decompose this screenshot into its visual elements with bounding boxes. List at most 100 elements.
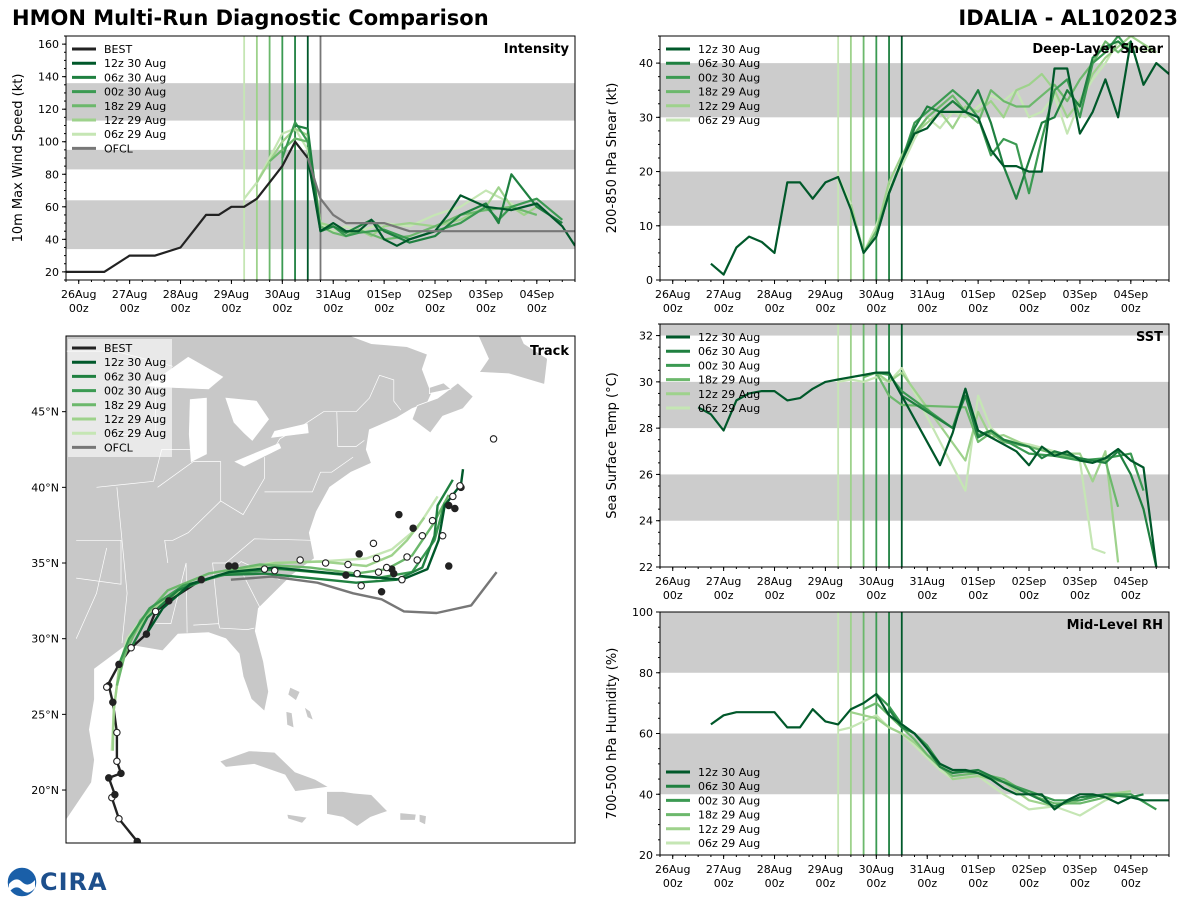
x-tick-label-hour-rh: 00z <box>1019 877 1039 890</box>
forecast-point <box>260 565 269 573</box>
storm-id-title: IDALIA - AL102023 <box>958 6 1178 30</box>
legend-label-intensity-ofcl: OFCL <box>104 142 134 155</box>
x-tick-label-hour-sst: 00z <box>1121 589 1141 602</box>
x-tick-label-sst: 03Sep <box>1063 575 1098 588</box>
y-tick-label-shear: 0 <box>646 274 653 287</box>
series-sst-12z-30-aug <box>697 371 1158 567</box>
y-tick-label-sst: 32 <box>639 330 653 343</box>
plot-area-rh <box>660 612 1169 855</box>
x-tick-label-hour-intensity: 00z <box>323 302 343 315</box>
x-tick-label-shear: 04Sep <box>1113 288 1148 301</box>
forecast-point <box>231 562 239 570</box>
y-tick-label-intensity: 160 <box>38 38 59 51</box>
x-tick-label-rh: 29Aug <box>808 863 843 876</box>
best-track-point <box>117 769 125 778</box>
track-12z-30-aug <box>145 469 465 635</box>
forecast-point <box>445 562 453 570</box>
x-tick-label-intensity: 04Sep <box>519 288 554 301</box>
x-tick-label-intensity: 02Sep <box>418 288 453 301</box>
x-tick-label-hour-shear: 00z <box>714 302 734 315</box>
legend-label-track-06z-30-aug: 06z 30 Aug <box>104 370 166 383</box>
legend-label-sst-18z-29-aug: 18z 29 Aug <box>698 374 760 387</box>
forecast-point <box>372 554 381 563</box>
y-tick-label-shear: 20 <box>639 166 653 179</box>
x-tick-label-intensity: 03Sep <box>469 288 504 301</box>
forecast-point <box>321 559 330 567</box>
forecast-point <box>382 563 391 572</box>
x-tick-label-hour-sst: 00z <box>866 589 886 602</box>
panel-title-sst: SST <box>1136 330 1163 345</box>
legend-label-intensity-18z-29-aug: 18z 29 Aug <box>104 100 166 113</box>
x-tick-label-hour-intensity: 00z <box>476 302 496 315</box>
x-tick-label-hour-shear: 00z <box>816 302 836 315</box>
panel-title-intensity: Intensity <box>504 42 570 57</box>
lat-tick-label: 30°N <box>31 633 59 646</box>
legend-label-sst-00z-30-aug: 00z 30 Aug <box>698 359 760 372</box>
x-tick-label-sst: 26Aug <box>655 575 690 588</box>
legend-label-shear-00z-30-aug: 00z 30 Aug <box>698 71 760 84</box>
y-tick-label-shear: 40 <box>639 57 653 70</box>
y-tick-label-sst: 22 <box>639 561 653 574</box>
legend-label-intensity-best: BEST <box>104 43 132 56</box>
legend-label-shear-18z-29-aug: 18z 29 Aug <box>698 86 760 99</box>
noaa-logo-icon <box>6 866 38 898</box>
x-tick-label-intensity: 30Aug <box>265 288 300 301</box>
series-shear-12z-30-aug <box>710 40 1169 276</box>
x-tick-label-hour-shear: 00z <box>917 302 937 315</box>
best-track-point <box>105 774 113 782</box>
x-tick-label-rh: 01Sep <box>961 863 996 876</box>
legend-label-track-00z-30-aug: 00z 30 Aug <box>104 385 166 398</box>
y-tick-label-rh: 80 <box>639 667 653 680</box>
panel-title-rh: Mid-Level RH <box>1067 618 1163 633</box>
forecast-point <box>270 566 279 575</box>
land-virgin-islands <box>418 813 427 826</box>
y-tick-label-intensity: 20 <box>45 266 59 279</box>
panel-intensity: 2040608010012014016026Aug00z27Aug00z28Au… <box>11 35 576 315</box>
x-tick-label-hour-intensity: 00z <box>272 302 292 315</box>
plot-area-shear <box>660 36 1169 280</box>
border-state-4 <box>193 623 255 630</box>
plot-area-sst <box>660 324 1169 567</box>
y-tick-label-sst: 28 <box>639 422 653 435</box>
forecast-point <box>357 581 365 590</box>
border-state-7 <box>157 461 222 501</box>
legend-label-track-18z-29-aug: 18z 29 Aug <box>104 399 166 412</box>
x-tick-label-hour-shear: 00z <box>866 302 886 315</box>
forecast-point <box>438 532 447 540</box>
band-sst-0 <box>660 474 1169 521</box>
forecast-point <box>409 524 417 532</box>
forecast-point <box>225 562 233 570</box>
x-tick-label-intensity: 31Aug <box>315 288 350 301</box>
y-tick-label-rh: 40 <box>639 788 653 801</box>
legend-label-intensity-06z-30-aug: 06z 30 Aug <box>104 71 166 84</box>
forecast-point <box>342 571 350 579</box>
legend-label-rh-06z-30-aug: 06z 30 Aug <box>698 780 760 793</box>
x-tick-label-hour-rh: 00z <box>663 877 683 890</box>
x-tick-label-shear: 01Sep <box>961 288 996 301</box>
y-tick-label-intensity: 40 <box>45 233 59 246</box>
series-intensity-12z-30-aug <box>306 157 575 247</box>
x-tick-label-sst: 30Aug <box>859 575 894 588</box>
forecast-point <box>413 556 421 564</box>
series-intensity-06z-30-aug <box>294 124 563 244</box>
land-cuba <box>218 750 330 792</box>
cira-logo: CIRA <box>6 866 108 898</box>
legend-label-rh-06z-29-aug: 06z 29 Aug <box>698 837 760 850</box>
x-tick-label-hour-shear: 00z <box>968 302 988 315</box>
y-axis-label-sst: Sea Surface Temp (°C) <box>605 372 620 519</box>
x-tick-label-hour-sst: 00z <box>1070 589 1090 602</box>
x-tick-label-intensity: 28Aug <box>163 288 198 301</box>
lake-michigan <box>188 397 207 463</box>
best-track-point <box>109 698 117 707</box>
best-track-point <box>113 757 121 766</box>
x-tick-label-hour-rh: 00z <box>968 877 988 890</box>
border-state-1 <box>116 487 128 644</box>
x-tick-label-intensity: 26Aug <box>61 288 96 301</box>
land-bahamas-1 <box>287 686 301 702</box>
x-tick-label-shear: 03Sep <box>1063 288 1098 301</box>
x-tick-label-hour-rh: 00z <box>816 877 836 890</box>
x-tick-label-hour-intensity: 00z <box>527 302 547 315</box>
x-tick-label-hour-shear: 00z <box>1121 302 1141 315</box>
lat-tick-label: 25°N <box>31 708 59 721</box>
